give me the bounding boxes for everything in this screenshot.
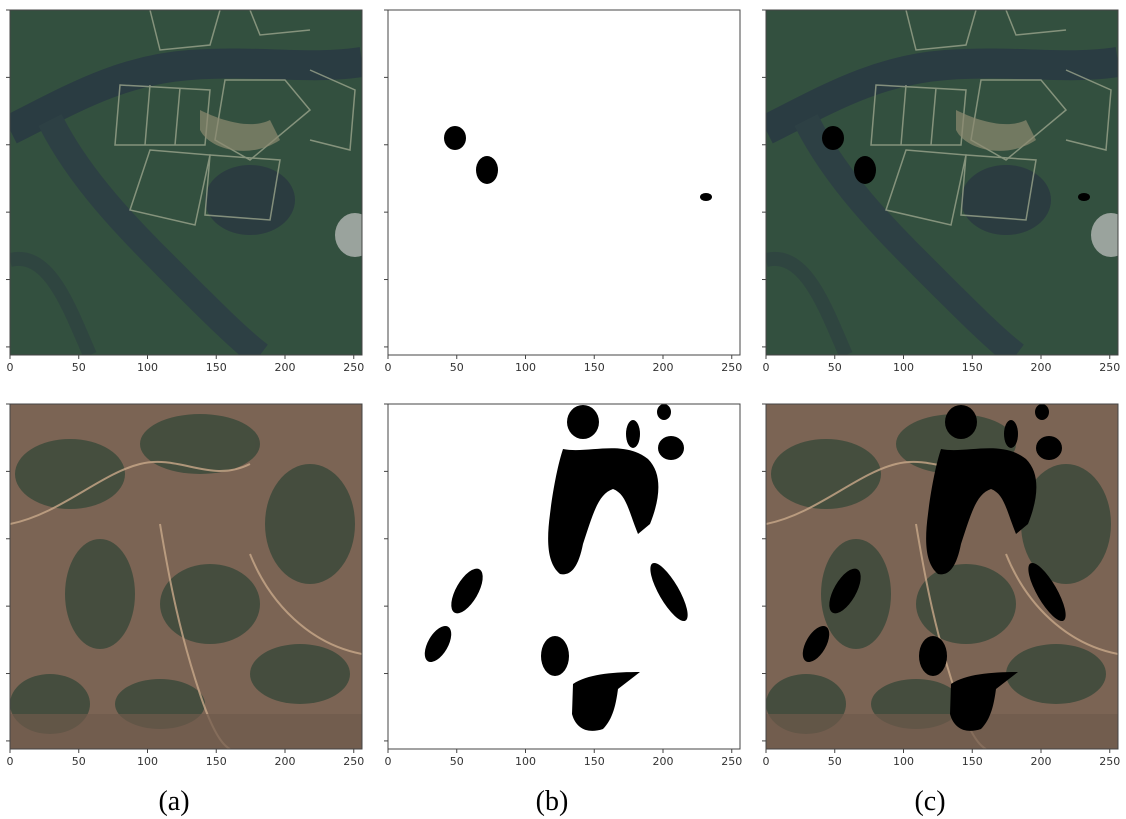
x-tick-label: 100 <box>515 361 536 374</box>
caption: (b) <box>536 786 569 817</box>
caption: (a) <box>158 786 189 817</box>
x-tick-label: 150 <box>962 755 983 768</box>
mask-image <box>388 404 740 749</box>
overlay-image <box>766 10 1126 355</box>
x-tick-label: 250 <box>721 755 742 768</box>
x-tick-label: 250 <box>721 361 742 374</box>
x-tick-label: 150 <box>206 361 227 374</box>
x-tick-label: 50 <box>828 755 842 768</box>
x-tick-label: 0 <box>385 361 392 374</box>
x-tick-label: 100 <box>893 361 914 374</box>
caption: (c) <box>914 786 945 817</box>
x-tick-label: 50 <box>72 361 86 374</box>
x-tick-label: 100 <box>515 755 536 768</box>
x-tick-label: 200 <box>653 361 674 374</box>
x-tick-label: 0 <box>763 361 770 374</box>
x-tick-label: 150 <box>206 755 227 768</box>
panel-row-top <box>10 10 1126 355</box>
x-tick-label: 200 <box>1031 361 1052 374</box>
x-tick-label: 250 <box>343 755 364 768</box>
x-tick-label: 100 <box>137 361 158 374</box>
x-tick-label: 200 <box>275 755 296 768</box>
x-tick-label: 50 <box>450 361 464 374</box>
x-tick-label: 200 <box>1031 755 1052 768</box>
satellite-image <box>10 404 362 749</box>
x-tick-label: 150 <box>584 361 605 374</box>
satellite-image <box>10 10 375 355</box>
x-tick-label: 200 <box>275 361 296 374</box>
x-tick-label: 100 <box>893 755 914 768</box>
x-tick-label: 0 <box>7 755 14 768</box>
x-tick-label: 50 <box>72 755 86 768</box>
figure: 0 50 100 150 200 250 0 50 100 150 200 250 0 50 100 150 2… <box>0 0 1126 819</box>
x-tick-label: 50 <box>450 755 464 768</box>
x-tick-label: 250 <box>1099 755 1120 768</box>
x-tick-label: 250 <box>1099 361 1120 374</box>
overlay-image <box>766 404 1118 749</box>
x-tick-label: 100 <box>137 755 158 768</box>
x-tick-label: 250 <box>343 361 364 374</box>
x-tick-label: 0 <box>385 755 392 768</box>
x-tick-label: 0 <box>7 361 14 374</box>
x-tick-label: 0 <box>763 755 770 768</box>
x-tick-label: 200 <box>653 755 674 768</box>
x-tick-label: 150 <box>962 361 983 374</box>
mask-image <box>388 10 740 355</box>
x-tick-label: 150 <box>584 755 605 768</box>
x-tick-label: 50 <box>828 361 842 374</box>
panel-row-bottom <box>10 404 1118 749</box>
